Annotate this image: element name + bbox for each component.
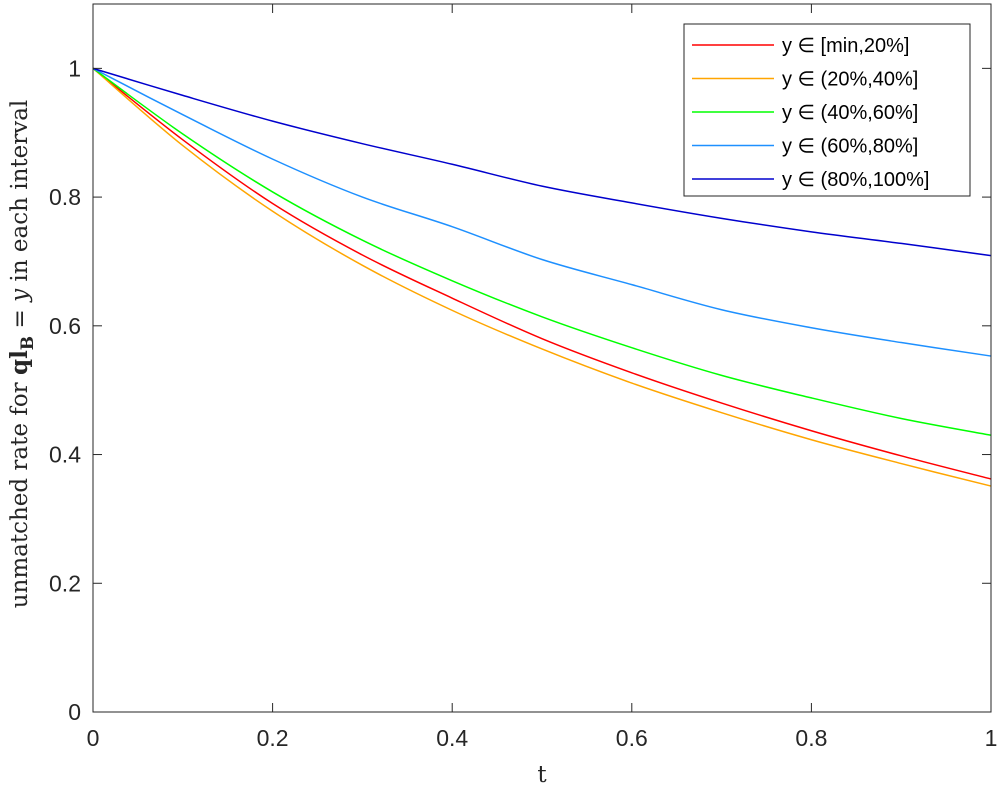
x-axis-label: t xyxy=(537,762,547,787)
x-tick-label: 0.2 xyxy=(257,725,289,751)
y-axis-label-suffix: in each interval xyxy=(7,100,33,289)
y-axis-label-bold: ql xyxy=(6,350,33,375)
y-axis-label-prefix: unmatched rate for xyxy=(7,375,33,608)
legend-label: y ∈ [min,20%] xyxy=(782,35,909,57)
legend-box xyxy=(683,23,971,197)
y-tick-label: 0.8 xyxy=(49,184,81,210)
y-tick-label: 0 xyxy=(68,699,81,725)
legend-label: y ∈ (20%,40%] xyxy=(782,69,918,91)
x-tick-label: 1 xyxy=(985,725,997,751)
legend-label: y ∈ (60%,80%] xyxy=(782,136,918,158)
series-layer xyxy=(92,67,992,487)
series-line-2 xyxy=(92,67,992,487)
y-tick-label: 0.4 xyxy=(49,442,81,468)
x-tick-label: 0.6 xyxy=(616,725,648,751)
legend-label: y ∈ (80%,100%] xyxy=(782,169,930,191)
x-tick-label: 0.8 xyxy=(795,725,827,751)
series-line-3 xyxy=(92,67,992,436)
series-line-4 xyxy=(92,67,992,357)
plot-frame xyxy=(92,3,992,713)
legend: y ∈ [min,20%] y ∈ (20%,40%] y ∈ (40%,60%] y… xyxy=(683,23,971,197)
y-axis-label: unmatched rate for qlB = y in each inter… xyxy=(6,100,38,609)
legend-label: y ∈ (40%,60%] xyxy=(782,102,918,124)
series-line-1 xyxy=(92,67,992,480)
x-tick-label: 0 xyxy=(87,725,100,751)
y-axis-label-subscript: B xyxy=(18,336,38,350)
ticks-layer: 0 0.2 0.4 0.6 0.8 1 0 0.2 0.4 0.6 0.8 1 xyxy=(49,4,997,751)
y-tick-label: 0.6 xyxy=(49,313,81,339)
y-axis-label-variable: y xyxy=(7,288,33,303)
series-line-5 xyxy=(92,67,992,257)
y-tick-label: 1 xyxy=(68,55,81,81)
y-tick-label: 0.2 xyxy=(49,570,81,596)
y-axis-label-equals: = xyxy=(7,302,33,336)
x-tick-label: 0.4 xyxy=(436,725,468,751)
